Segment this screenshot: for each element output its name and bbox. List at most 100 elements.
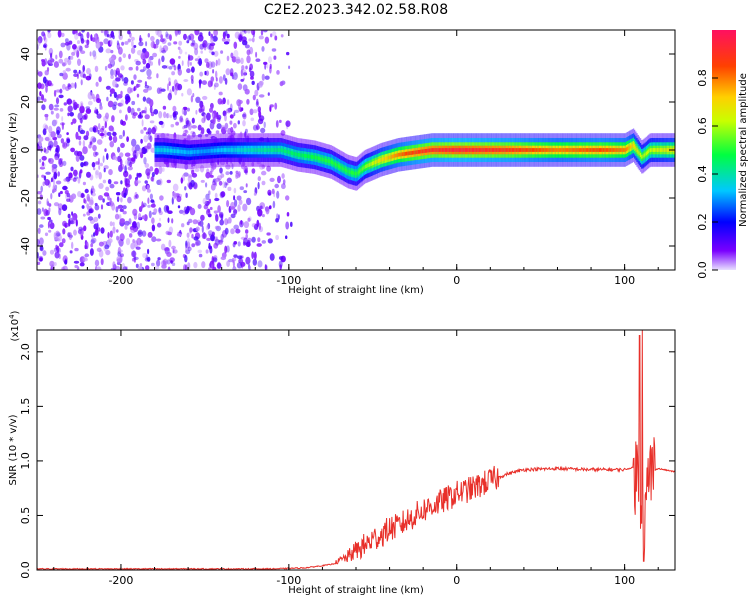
trace-cell — [321, 157, 323, 162]
noise-speckle — [248, 266, 252, 270]
noise-speckle — [205, 225, 209, 231]
noise-speckle — [44, 113, 49, 118]
trace-cell — [377, 159, 380, 163]
noise-speckle — [286, 212, 290, 217]
noise-speckle — [128, 53, 131, 60]
noise-speckle — [90, 243, 94, 248]
noise-speckle — [57, 171, 60, 177]
noise-speckle — [220, 100, 225, 105]
noise-speckle — [165, 205, 170, 212]
noise-speckle — [98, 171, 102, 180]
trace-cell — [436, 148, 438, 152]
noise-speckle — [83, 225, 87, 232]
noise-speckle — [65, 86, 70, 92]
noise-speckle — [222, 180, 225, 189]
noise-speckle — [171, 85, 175, 92]
noise-speckle — [85, 106, 91, 110]
noise-speckle — [255, 58, 261, 62]
trace-cell — [239, 148, 241, 152]
noise-speckle — [149, 105, 153, 114]
noise-speckle — [183, 109, 187, 116]
noise-speckle — [133, 87, 136, 92]
noise-speckle — [220, 256, 226, 261]
noise-speckle — [37, 71, 43, 77]
noise-speckle — [190, 74, 194, 81]
noise-speckle — [269, 177, 275, 182]
noise-speckle — [147, 33, 150, 38]
noise-speckle — [77, 191, 82, 198]
noise-speckle — [76, 50, 80, 58]
noise-speckle — [214, 197, 220, 202]
noise-speckle — [137, 229, 143, 237]
noise-speckle — [122, 210, 127, 215]
noise-speckle — [208, 233, 214, 238]
noise-speckle — [251, 223, 258, 228]
noise-speckle — [120, 180, 123, 185]
snr-x-axis-label: Height of straight line (km) — [288, 585, 424, 596]
noise-speckle — [70, 147, 75, 153]
noise-speckle — [103, 38, 109, 45]
noise-speckle — [208, 267, 211, 270]
noise-speckle — [173, 113, 177, 121]
trace-cell — [483, 148, 485, 152]
noise-speckle — [161, 264, 167, 269]
noise-speckle — [61, 142, 68, 149]
noise-speckle — [48, 158, 54, 164]
noise-speckle — [136, 237, 142, 246]
noise-speckle — [94, 109, 97, 114]
noise-speckle — [226, 99, 230, 106]
noise-speckle — [123, 81, 128, 86]
trace-cell — [474, 148, 476, 152]
trace-cell — [306, 154, 308, 158]
noise-speckle — [253, 192, 257, 196]
noise-speckle — [237, 120, 240, 125]
noise-speckle — [190, 95, 194, 103]
noise-speckle — [154, 167, 159, 175]
trace-cell — [571, 148, 573, 152]
noise-speckle — [186, 232, 190, 238]
noise-speckle — [94, 259, 100, 267]
trace-cell — [339, 164, 341, 169]
trace-cell — [393, 154, 395, 159]
noise-speckle — [93, 232, 96, 237]
noise-speckle — [257, 260, 263, 268]
trace-cell — [628, 146, 630, 150]
noise-speckle — [80, 234, 84, 240]
noise-speckle — [194, 58, 199, 62]
noise-speckle — [113, 91, 117, 99]
trace-cell — [186, 150, 188, 155]
noise-speckle — [184, 264, 188, 270]
trace-cell — [166, 148, 168, 153]
noise-speckle — [67, 213, 71, 219]
trace-cell — [596, 148, 598, 152]
noise-speckle — [142, 252, 148, 259]
noise-speckle — [80, 38, 85, 44]
noise-speckle — [155, 238, 162, 242]
noise-speckle — [161, 167, 165, 172]
noise-speckle — [58, 50, 63, 59]
noise-speckle — [79, 101, 84, 108]
noise-speckle — [201, 261, 206, 269]
noise-speckle — [220, 173, 225, 178]
noise-speckle — [186, 68, 191, 74]
trace-cell — [399, 152, 401, 157]
trace-cell — [644, 152, 646, 157]
trace-cell — [155, 148, 157, 152]
noise-speckle — [279, 81, 284, 87]
trace-cell — [635, 146, 637, 151]
trace-cell — [367, 163, 369, 168]
noise-speckle — [161, 50, 167, 54]
trace-cell — [533, 148, 535, 152]
noise-speckle — [148, 57, 152, 64]
noise-speckle — [194, 168, 200, 172]
trace-cell — [450, 148, 452, 152]
noise-speckle — [92, 127, 97, 133]
noise-speckle — [112, 221, 115, 227]
noise-speckle — [116, 229, 119, 233]
trace-cell — [480, 148, 482, 152]
noise-speckle — [225, 68, 231, 76]
trace-cell — [216, 148, 219, 153]
trace-cell — [406, 151, 408, 156]
trace-cell — [279, 148, 281, 152]
